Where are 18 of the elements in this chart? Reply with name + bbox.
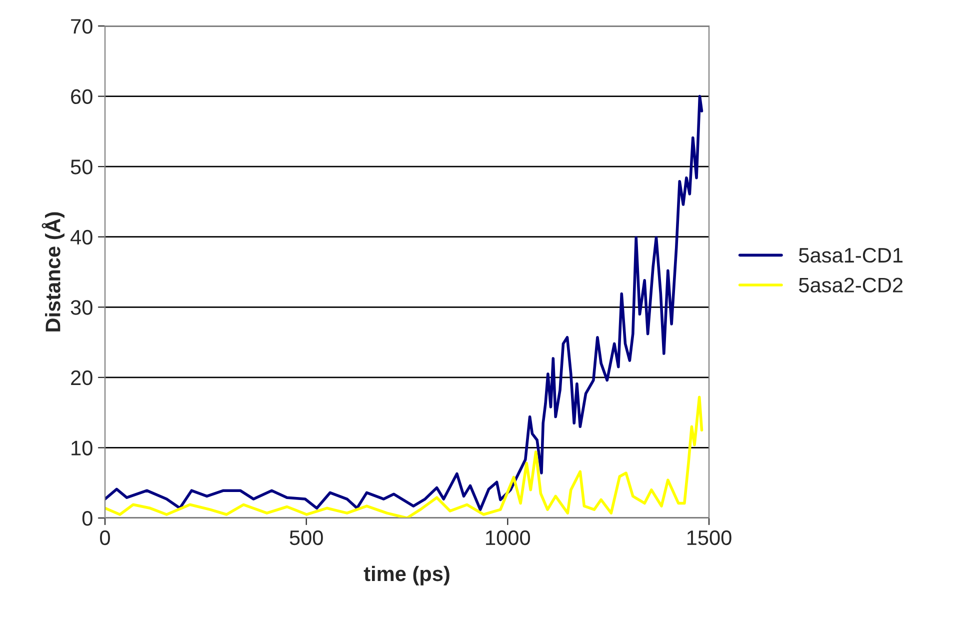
y-tick-label: 10 xyxy=(72,440,92,456)
x-tick-label: 500 xyxy=(290,530,323,546)
y-tick-label: 30 xyxy=(70,300,92,315)
y-tick-label: 70 xyxy=(71,19,92,34)
y-tick-label: 50 xyxy=(70,160,92,174)
x-axis-title: time (ps) xyxy=(364,566,450,586)
legend-label: 5asa1-CD1 xyxy=(798,248,903,263)
x-tick-label: 1000 xyxy=(486,530,530,546)
x-tick-label: 1500 xyxy=(687,530,732,546)
y-tick-label: 0 xyxy=(82,511,92,526)
legend-label: 5asa2-CD2 xyxy=(798,278,902,293)
y-tick-label: 20 xyxy=(71,370,92,386)
line-series xyxy=(105,94,704,511)
y-axis-title: Distance (Å) xyxy=(42,212,64,332)
y-tick-label: 60 xyxy=(71,89,92,104)
x-tick-label: 0 xyxy=(100,530,110,546)
y-tick-label: 40 xyxy=(70,230,92,245)
line-series xyxy=(105,396,704,518)
